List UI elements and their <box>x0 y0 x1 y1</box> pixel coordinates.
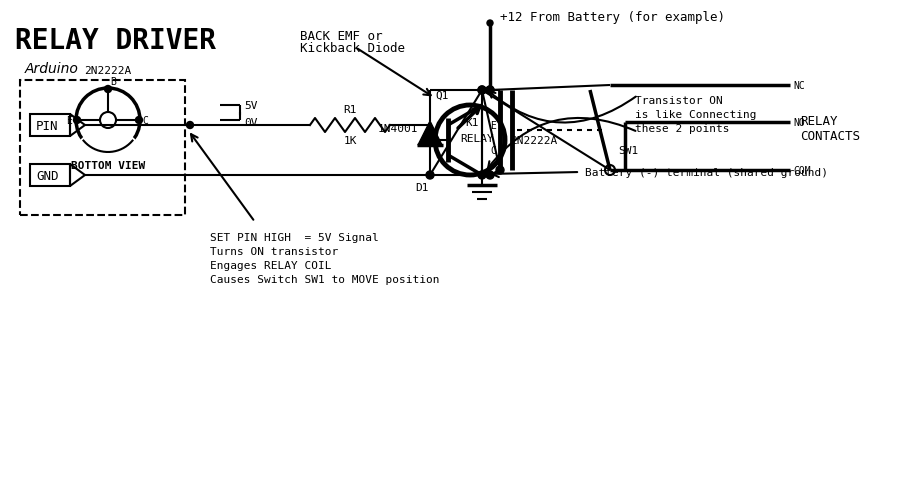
Circle shape <box>478 87 486 95</box>
Text: Causes Switch SW1 to MOVE position: Causes Switch SW1 to MOVE position <box>210 275 440 285</box>
Text: Engages RELAY COIL: Engages RELAY COIL <box>210 261 332 270</box>
Circle shape <box>486 87 494 95</box>
Text: E: E <box>490 121 496 131</box>
Text: is like Connecting: is like Connecting <box>635 110 757 120</box>
Circle shape <box>186 122 194 129</box>
Text: GND: GND <box>36 169 58 182</box>
Circle shape <box>73 117 80 124</box>
Text: +12 From Battery (for example): +12 From Battery (for example) <box>500 12 725 24</box>
Bar <box>20 81 185 216</box>
Text: SW1: SW1 <box>618 146 638 156</box>
Text: B: B <box>432 136 438 146</box>
Text: D1: D1 <box>415 182 429 192</box>
Text: RELAY DRIVER: RELAY DRIVER <box>15 27 216 55</box>
Text: Q1: Q1 <box>435 91 449 101</box>
Text: NC: NC <box>793 81 804 91</box>
Text: COM: COM <box>793 166 811 176</box>
Text: Kickback Diode: Kickback Diode <box>300 42 405 55</box>
Circle shape <box>487 21 493 27</box>
Text: PIN: PIN <box>36 119 58 132</box>
Text: B: B <box>110 77 116 87</box>
Text: E: E <box>66 116 72 126</box>
Text: RELAY
CONTACTS: RELAY CONTACTS <box>800 115 860 143</box>
Text: C: C <box>142 116 148 126</box>
Circle shape <box>486 172 494 180</box>
Text: 0V: 0V <box>244 118 258 128</box>
Text: Turns ON transistor: Turns ON transistor <box>210 247 338 256</box>
Text: C: C <box>490 146 496 156</box>
Bar <box>30 115 70 137</box>
Text: 2N2222A: 2N2222A <box>510 136 558 146</box>
Polygon shape <box>418 122 442 146</box>
Text: 1K: 1K <box>344 136 356 146</box>
Text: BOTTOM VIEW: BOTTOM VIEW <box>71 161 145 171</box>
Text: 2N2222A: 2N2222A <box>84 66 132 76</box>
Text: K1: K1 <box>465 118 479 128</box>
Circle shape <box>486 87 494 95</box>
Circle shape <box>478 87 486 95</box>
Circle shape <box>478 172 486 180</box>
Text: these 2 points: these 2 points <box>635 124 729 134</box>
Circle shape <box>104 86 112 93</box>
Text: Transistor ON: Transistor ON <box>635 96 723 106</box>
Text: NO: NO <box>793 118 804 128</box>
Text: BACK EMF or: BACK EMF or <box>300 29 382 42</box>
Circle shape <box>426 172 434 180</box>
Text: RELAY: RELAY <box>460 134 494 144</box>
Text: R1: R1 <box>344 105 356 115</box>
Text: Battery (-) terminal (shared ground): Battery (-) terminal (shared ground) <box>585 168 828 178</box>
Text: 5V: 5V <box>244 101 258 111</box>
Bar <box>30 165 70 187</box>
Circle shape <box>135 117 143 124</box>
Text: 1N4001: 1N4001 <box>378 124 419 134</box>
Text: SET PIN HIGH  = 5V Signal: SET PIN HIGH = 5V Signal <box>210 232 378 242</box>
Text: Arduino: Arduino <box>25 62 79 76</box>
Circle shape <box>496 167 504 175</box>
